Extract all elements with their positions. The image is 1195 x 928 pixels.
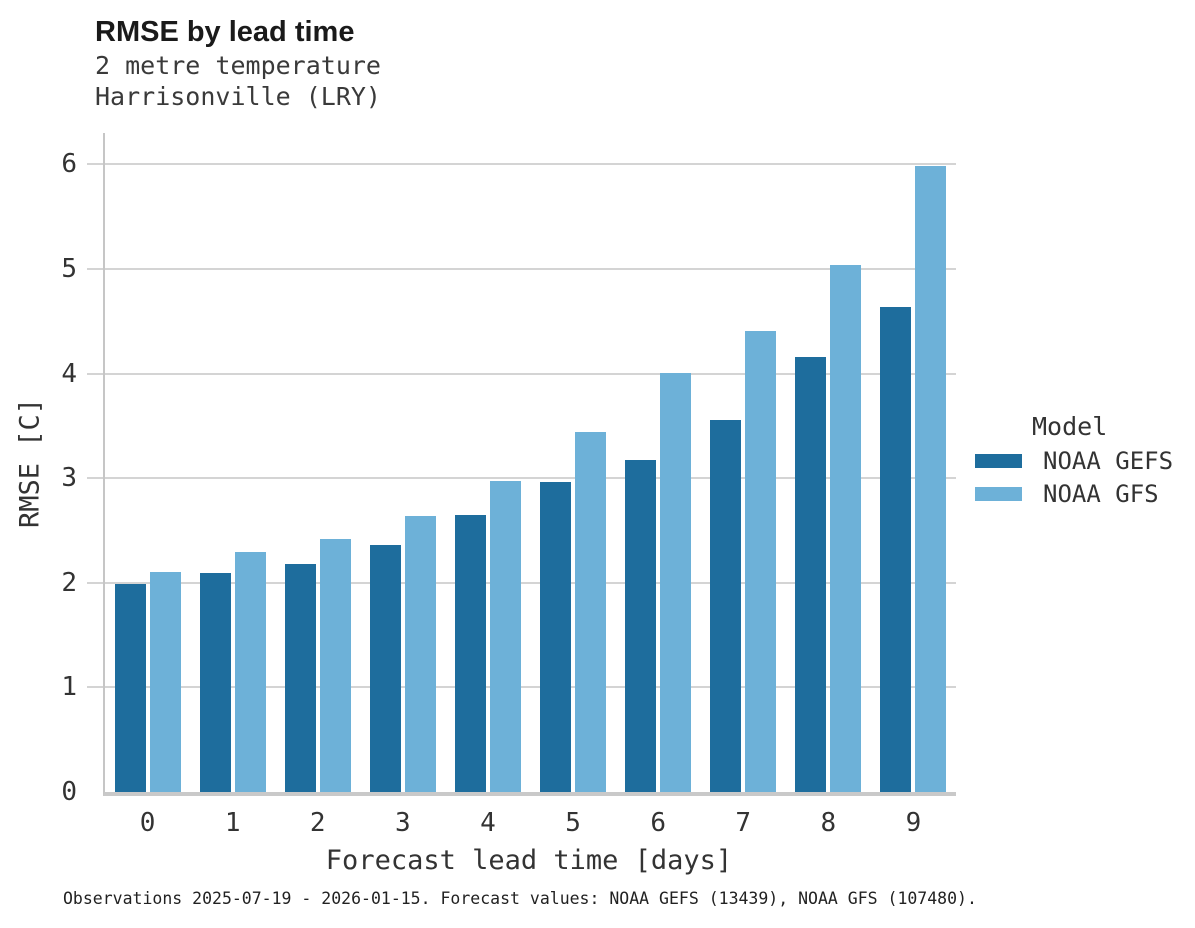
x-tick-label-3: 3 bbox=[395, 808, 411, 838]
x-tick-label-8: 8 bbox=[820, 808, 837, 838]
bar-noaa-gfs-day-6 bbox=[660, 373, 692, 792]
footer-caption: Observations 2025-07-19 - 2026-01-15. Fo… bbox=[63, 889, 977, 908]
bar-noaa-gfs-day-3 bbox=[404, 516, 436, 792]
x-tick-label-4: 4 bbox=[480, 808, 496, 838]
y-tick-mark-2 bbox=[87, 581, 103, 584]
legend-swatch-noaa-gefs bbox=[975, 453, 1022, 468]
y-tick-label-1: 1 bbox=[61, 672, 77, 703]
bar-noaa-gfs-day-9 bbox=[915, 166, 947, 792]
legend-swatch-noaa-gfs bbox=[975, 486, 1022, 501]
plot-area: 0 1 2 3 4 5 6 0 1 2 3 4 5 6 7 8 9 bbox=[61, 133, 956, 838]
y-tick-label-5: 5 bbox=[61, 253, 77, 284]
bar-noaa-gefs-day-0 bbox=[114, 584, 146, 792]
bar-noaa-gfs-day-5 bbox=[575, 432, 607, 792]
gridline-y-2 bbox=[105, 581, 956, 584]
gridline-y-6 bbox=[105, 163, 956, 166]
bar-noaa-gefs-day-6 bbox=[625, 460, 657, 792]
x-tick-label-5: 5 bbox=[565, 808, 581, 838]
legend-title: Model bbox=[1032, 412, 1108, 441]
legend-item-noaa-gefs: NOAA GEFS bbox=[975, 444, 1195, 477]
bar-noaa-gefs-day-4 bbox=[454, 515, 486, 792]
gridline-y-5 bbox=[105, 267, 956, 270]
bar-noaa-gefs-day-8 bbox=[795, 357, 827, 792]
chart-subtitle-station: Harrisonville (LRY) bbox=[95, 82, 381, 111]
bar-noaa-gfs-day-1 bbox=[234, 552, 266, 792]
y-tick-mark-6 bbox=[87, 163, 103, 166]
bar-noaa-gfs-day-8 bbox=[830, 265, 862, 792]
chart-subtitle-variable: 2 metre temperature bbox=[95, 51, 381, 80]
y-tick-label-2: 2 bbox=[61, 567, 77, 598]
y-tick-mark-5 bbox=[87, 267, 103, 270]
bar-noaa-gfs-day-0 bbox=[149, 572, 181, 792]
bar-noaa-gfs-day-7 bbox=[745, 331, 777, 792]
legend-label: NOAA GEFS bbox=[1043, 446, 1174, 475]
y-tick-mark-3 bbox=[87, 477, 103, 480]
x-tick-label-0: 0 bbox=[139, 808, 156, 838]
x-tick-label-1: 1 bbox=[224, 808, 241, 838]
legend-items: NOAA GEFS NOAA GFS bbox=[975, 444, 1195, 510]
y-tick-mark-1 bbox=[87, 686, 103, 689]
bar-noaa-gefs-day-9 bbox=[880, 307, 912, 792]
bar-noaa-gefs-day-7 bbox=[710, 420, 742, 792]
x-tick-label-6: 6 bbox=[650, 808, 666, 838]
bar-noaa-gefs-day-1 bbox=[199, 573, 231, 792]
bar-noaa-gfs-day-2 bbox=[319, 539, 351, 792]
y-tick-label-0: 0 bbox=[61, 777, 77, 807]
y-tick-label-4: 4 bbox=[61, 358, 77, 389]
gridline-y-4 bbox=[105, 372, 956, 375]
legend-label: NOAA GFS bbox=[1043, 479, 1159, 508]
bar-noaa-gfs-day-4 bbox=[489, 481, 521, 792]
bar-noaa-gefs-day-2 bbox=[284, 564, 316, 792]
gridline-y-3 bbox=[105, 477, 956, 480]
y-tick-label-6: 6 bbox=[61, 149, 77, 180]
chart-title: RMSE by lead time bbox=[95, 16, 355, 48]
legend: Model NOAA GEFS NOAA GFS bbox=[975, 410, 1195, 510]
bar-noaa-gefs-day-3 bbox=[369, 545, 401, 792]
gridline-y-1 bbox=[105, 686, 956, 689]
x-tick-label-7: 7 bbox=[735, 808, 752, 838]
x-tick-label-2: 2 bbox=[309, 808, 326, 838]
y-tick-mark-4 bbox=[87, 372, 103, 375]
bar-noaa-gefs-day-5 bbox=[540, 482, 572, 792]
y-tick-label-3: 3 bbox=[61, 463, 77, 494]
legend-item-noaa-gfs: NOAA GFS bbox=[975, 477, 1195, 510]
title-block: RMSE by lead time 2 metre temperature Ha… bbox=[95, 14, 381, 112]
x-tick-label-9: 9 bbox=[905, 808, 922, 838]
x-axis-title: Forecast lead time [days] bbox=[325, 845, 733, 876]
